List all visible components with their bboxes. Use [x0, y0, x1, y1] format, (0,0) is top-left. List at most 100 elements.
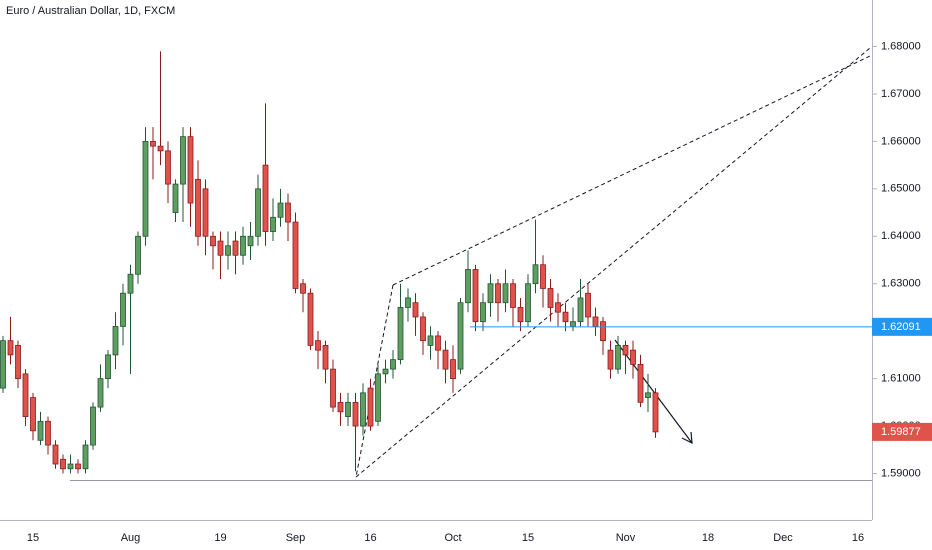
price-line-label-box [872, 317, 932, 336]
candle-body [285, 202, 291, 223]
candle-body [255, 188, 261, 237]
candle-body [172, 183, 179, 213]
candle-body [277, 202, 284, 218]
candle-body [525, 283, 531, 323]
candle-body [52, 444, 59, 465]
candle-body [120, 292, 126, 327]
candle-body [315, 340, 321, 351]
candle-body [187, 136, 194, 204]
candle-body [360, 392, 366, 427]
candle-body [292, 221, 299, 289]
candle-body [127, 273, 134, 294]
candle-body [405, 297, 411, 308]
candle-body [510, 283, 516, 308]
candle-body [450, 359, 456, 380]
candle-body [60, 458, 66, 470]
candle-body [195, 178, 201, 237]
x-tick-label: 15 [27, 532, 39, 544]
candle-body [547, 288, 554, 308]
candle-body [390, 359, 396, 370]
candle-body [607, 349, 614, 370]
candle-body [540, 264, 546, 289]
candle-body [217, 240, 224, 256]
candle-body [645, 392, 651, 398]
y-tick-label: 1.68000 [881, 40, 921, 52]
candle-body [105, 354, 111, 380]
last-price-box [872, 422, 932, 441]
candle-body [375, 373, 381, 422]
candle-body [397, 307, 404, 361]
candle-body [352, 401, 359, 427]
candle-body [480, 302, 486, 323]
candle-body [22, 373, 29, 417]
candle-body [180, 136, 186, 185]
candle-body [442, 349, 449, 370]
candle-body [90, 406, 96, 446]
y-tick-label: 1.67000 [881, 88, 921, 100]
candle-body [15, 345, 21, 380]
candle-body [577, 297, 584, 323]
candle-body [330, 368, 336, 408]
candle-body [457, 302, 464, 370]
x-tick-label: Oct [444, 532, 461, 544]
price-line-label: 1.62091 [881, 321, 921, 333]
candle-body [592, 316, 599, 327]
candle-body [622, 345, 629, 356]
candle-body [300, 283, 306, 294]
x-tick-label: Sep [286, 532, 306, 544]
candle-body [270, 216, 276, 232]
candle-body [97, 378, 104, 408]
candle-body [307, 292, 314, 346]
candle-body [75, 463, 81, 470]
candle-body [165, 150, 171, 185]
candle-body [630, 349, 636, 365]
candle-body [337, 401, 344, 413]
candle-body [112, 326, 119, 356]
candle-body [382, 368, 389, 375]
x-tick-label: 16 [852, 532, 864, 544]
y-tick-label: 1.63000 [881, 278, 921, 290]
chart-title: Euro / Australian Dollar, 1D, FXCM [6, 5, 175, 17]
arrow [614, 339, 693, 445]
candle-body [555, 302, 561, 313]
candle-body [322, 345, 329, 370]
candle-body [225, 245, 231, 256]
candle-body [345, 401, 351, 417]
candle-body [420, 316, 426, 342]
y-tick-label: 1.64000 [881, 230, 921, 242]
candle-body [517, 307, 524, 323]
candle-body [67, 463, 74, 470]
candle-body [142, 140, 149, 237]
y-tick-label: 1.65000 [881, 183, 921, 195]
wedge-left [355, 284, 394, 478]
candle-body [262, 164, 269, 232]
candle-body [202, 188, 209, 237]
candle-body [435, 335, 441, 351]
candle-body [0, 340, 6, 389]
candle-body [210, 235, 216, 247]
candle-body [465, 269, 471, 304]
candle-body [150, 140, 156, 147]
candle-body [367, 387, 374, 427]
candle-body [240, 235, 246, 256]
candle-body [600, 321, 606, 342]
candle-body [232, 240, 239, 256]
candle-body [7, 340, 14, 356]
candle-body [45, 420, 51, 446]
candle-body [82, 444, 89, 470]
candle-body [585, 292, 591, 318]
last-price-label: 1.59877 [881, 426, 921, 438]
y-tick-label: 1.61000 [881, 373, 921, 385]
x-tick-label: 15 [522, 532, 534, 544]
candle-body [30, 397, 36, 432]
candle-body [652, 392, 659, 433]
arrow-shaft [614, 339, 693, 444]
candle-body [135, 235, 141, 275]
candle-body [412, 302, 419, 318]
candle-body [570, 321, 576, 327]
candle-body [615, 345, 621, 370]
x-tick-label: Nov [616, 532, 636, 544]
candle-body [487, 283, 494, 304]
